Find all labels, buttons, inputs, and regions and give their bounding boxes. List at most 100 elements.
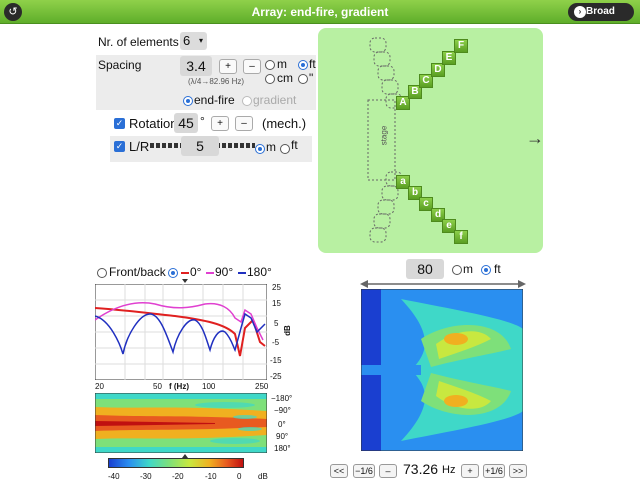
front-back-label: Front/back (109, 265, 166, 279)
lr-unit-m-radio[interactable] (255, 144, 265, 154)
scale-tick-3: -10 (205, 472, 217, 481)
broad-button[interactable]: › Broad (568, 3, 634, 21)
scale-tick-0: -40 (108, 472, 120, 481)
spacing-unit-m-radio[interactable] (265, 60, 275, 70)
spacing-unit-in-label: " (309, 71, 314, 85)
spacing-value[interactable]: 3.4 (180, 56, 212, 76)
back-arrow-icon[interactable]: ↺ (4, 3, 22, 21)
angle-tick-2: 0° (278, 420, 286, 429)
legend-swatch-0 (181, 272, 189, 274)
angle-tick-0: −180° (271, 394, 293, 403)
distance-value[interactable]: 80 (406, 259, 444, 279)
spacing-hint: (λ/4→82.96 Hz) (188, 77, 245, 86)
speaker-B[interactable]: B (408, 85, 422, 99)
speaker-D[interactable]: D (431, 63, 445, 77)
spacing-unit-in-radio[interactable] (298, 74, 308, 84)
y-tick-5: -25 (270, 372, 282, 381)
mode-gradient-radio[interactable] (242, 96, 252, 106)
title-bar: ↺ Array: end-fire, gradient › Broad (0, 0, 640, 24)
x-tick-1: 50 (153, 382, 162, 391)
nav-minus-sixth-button[interactable]: −1/6 (353, 464, 375, 478)
spacing-label: Spacing (98, 58, 142, 72)
map-unit-ft-radio[interactable] (481, 265, 491, 275)
nav-last-button[interactable]: >> (509, 464, 527, 478)
scale-tick-2: -20 (172, 472, 184, 481)
speaker-b[interactable]: b (408, 186, 422, 200)
scale-unit: dB (258, 472, 268, 481)
y-tick-4: -15 (270, 356, 282, 365)
speaker-A[interactable]: A (396, 96, 410, 110)
angle-tick-3: 90° (276, 432, 289, 441)
lr-label: L/R (129, 139, 150, 154)
speaker-d[interactable]: d (431, 208, 445, 222)
rotation-value[interactable]: 45 (174, 113, 198, 133)
frequency-value: 73.26 (403, 461, 439, 477)
stage-label: stage (379, 125, 389, 146)
rotation-label: Rotation (129, 116, 178, 131)
lr-unit-ft-radio[interactable] (280, 144, 290, 154)
color-scale-bar (108, 458, 244, 468)
x-tick-2: 100 (202, 382, 216, 391)
map-unit-m-label: m (463, 262, 473, 276)
legend-swatch-90 (206, 272, 214, 274)
y-tick-0: 25 (272, 283, 281, 292)
nav-minus-button[interactable]: – (379, 464, 397, 478)
legend-label-90: 90° (215, 265, 234, 279)
lr-unit-m-label: m (266, 140, 276, 154)
x-tick-0: 20 (95, 382, 104, 391)
speaker-a[interactable]: a (396, 175, 410, 189)
stage-outline-graphic (367, 37, 403, 243)
frequency-response-plot[interactable] (95, 284, 267, 380)
speaker-e[interactable]: e (442, 219, 456, 233)
frequency-unit: Hz (442, 464, 456, 476)
spacing-unit-cm-radio[interactable] (265, 74, 275, 84)
chevron-right-icon: › (574, 6, 586, 18)
angle-tick-1: −90° (274, 406, 291, 415)
legend-swatch-180 (238, 272, 246, 274)
x-axis-label: f (Hz) (169, 382, 189, 391)
rotation-note: (mech.) (262, 116, 307, 131)
lr-unit-ft-label: ft (291, 138, 298, 152)
nav-plus-sixth-button[interactable]: +1/6 (483, 464, 505, 478)
broad-label: Broad (586, 6, 615, 17)
spacing-unit-m-label: m (277, 57, 287, 71)
scale-tick-1: -30 (140, 472, 152, 481)
polar-radio[interactable] (168, 268, 178, 278)
marker-triangle-icon (182, 279, 188, 283)
speaker-F[interactable]: F (454, 39, 468, 53)
stage-area[interactable]: stage → A B C D E F a b c d e f (318, 28, 544, 253)
elements-select[interactable]: 6 ▾ (180, 32, 207, 50)
front-back-radio[interactable] (97, 268, 107, 278)
spacing-unit-ft-label: ft (309, 57, 316, 71)
nav-first-button[interactable]: << (330, 464, 348, 478)
arrow-right-icon: → (526, 128, 544, 148)
legend-label-180: 180° (247, 265, 272, 279)
x-tick-3: 250 (255, 382, 269, 391)
mode-gradient-label: gradient (253, 93, 297, 107)
map-unit-ft-label: ft (494, 262, 501, 276)
elements-value: 6 (183, 33, 191, 48)
lr-value[interactable]: 5 (181, 136, 219, 156)
mode-endfire-radio[interactable] (183, 96, 193, 106)
rotation-plus-button[interactable]: + (211, 116, 229, 131)
lr-checkbox[interactable]: ✓ (114, 141, 125, 152)
spacing-unit-cm-label: cm (277, 71, 293, 85)
sound-field-map[interactable] (361, 289, 523, 451)
rotation-checkbox[interactable]: ✓ (114, 118, 125, 129)
mode-endfire-label: end-fire (194, 93, 235, 107)
speaker-C[interactable]: C (419, 74, 433, 88)
y-tick-2: 5 (274, 319, 279, 328)
speaker-E[interactable]: E (442, 51, 456, 65)
window-title: Array: end-fire, gradient (251, 5, 389, 19)
rotation-minus-button[interactable]: – (235, 116, 253, 131)
nav-plus-button[interactable]: + (461, 464, 479, 478)
rotation-unit: ° (200, 114, 205, 128)
spacing-plus-button[interactable]: + (219, 59, 237, 74)
spacing-unit-ft-radio[interactable] (298, 60, 308, 70)
spacing-minus-button[interactable]: – (243, 59, 261, 74)
speaker-c[interactable]: c (419, 197, 433, 211)
polar-heatmap[interactable] (95, 393, 267, 453)
map-unit-m-radio[interactable] (452, 265, 462, 275)
speaker-f[interactable]: f (454, 230, 468, 244)
angle-tick-4: 180° (274, 444, 291, 453)
